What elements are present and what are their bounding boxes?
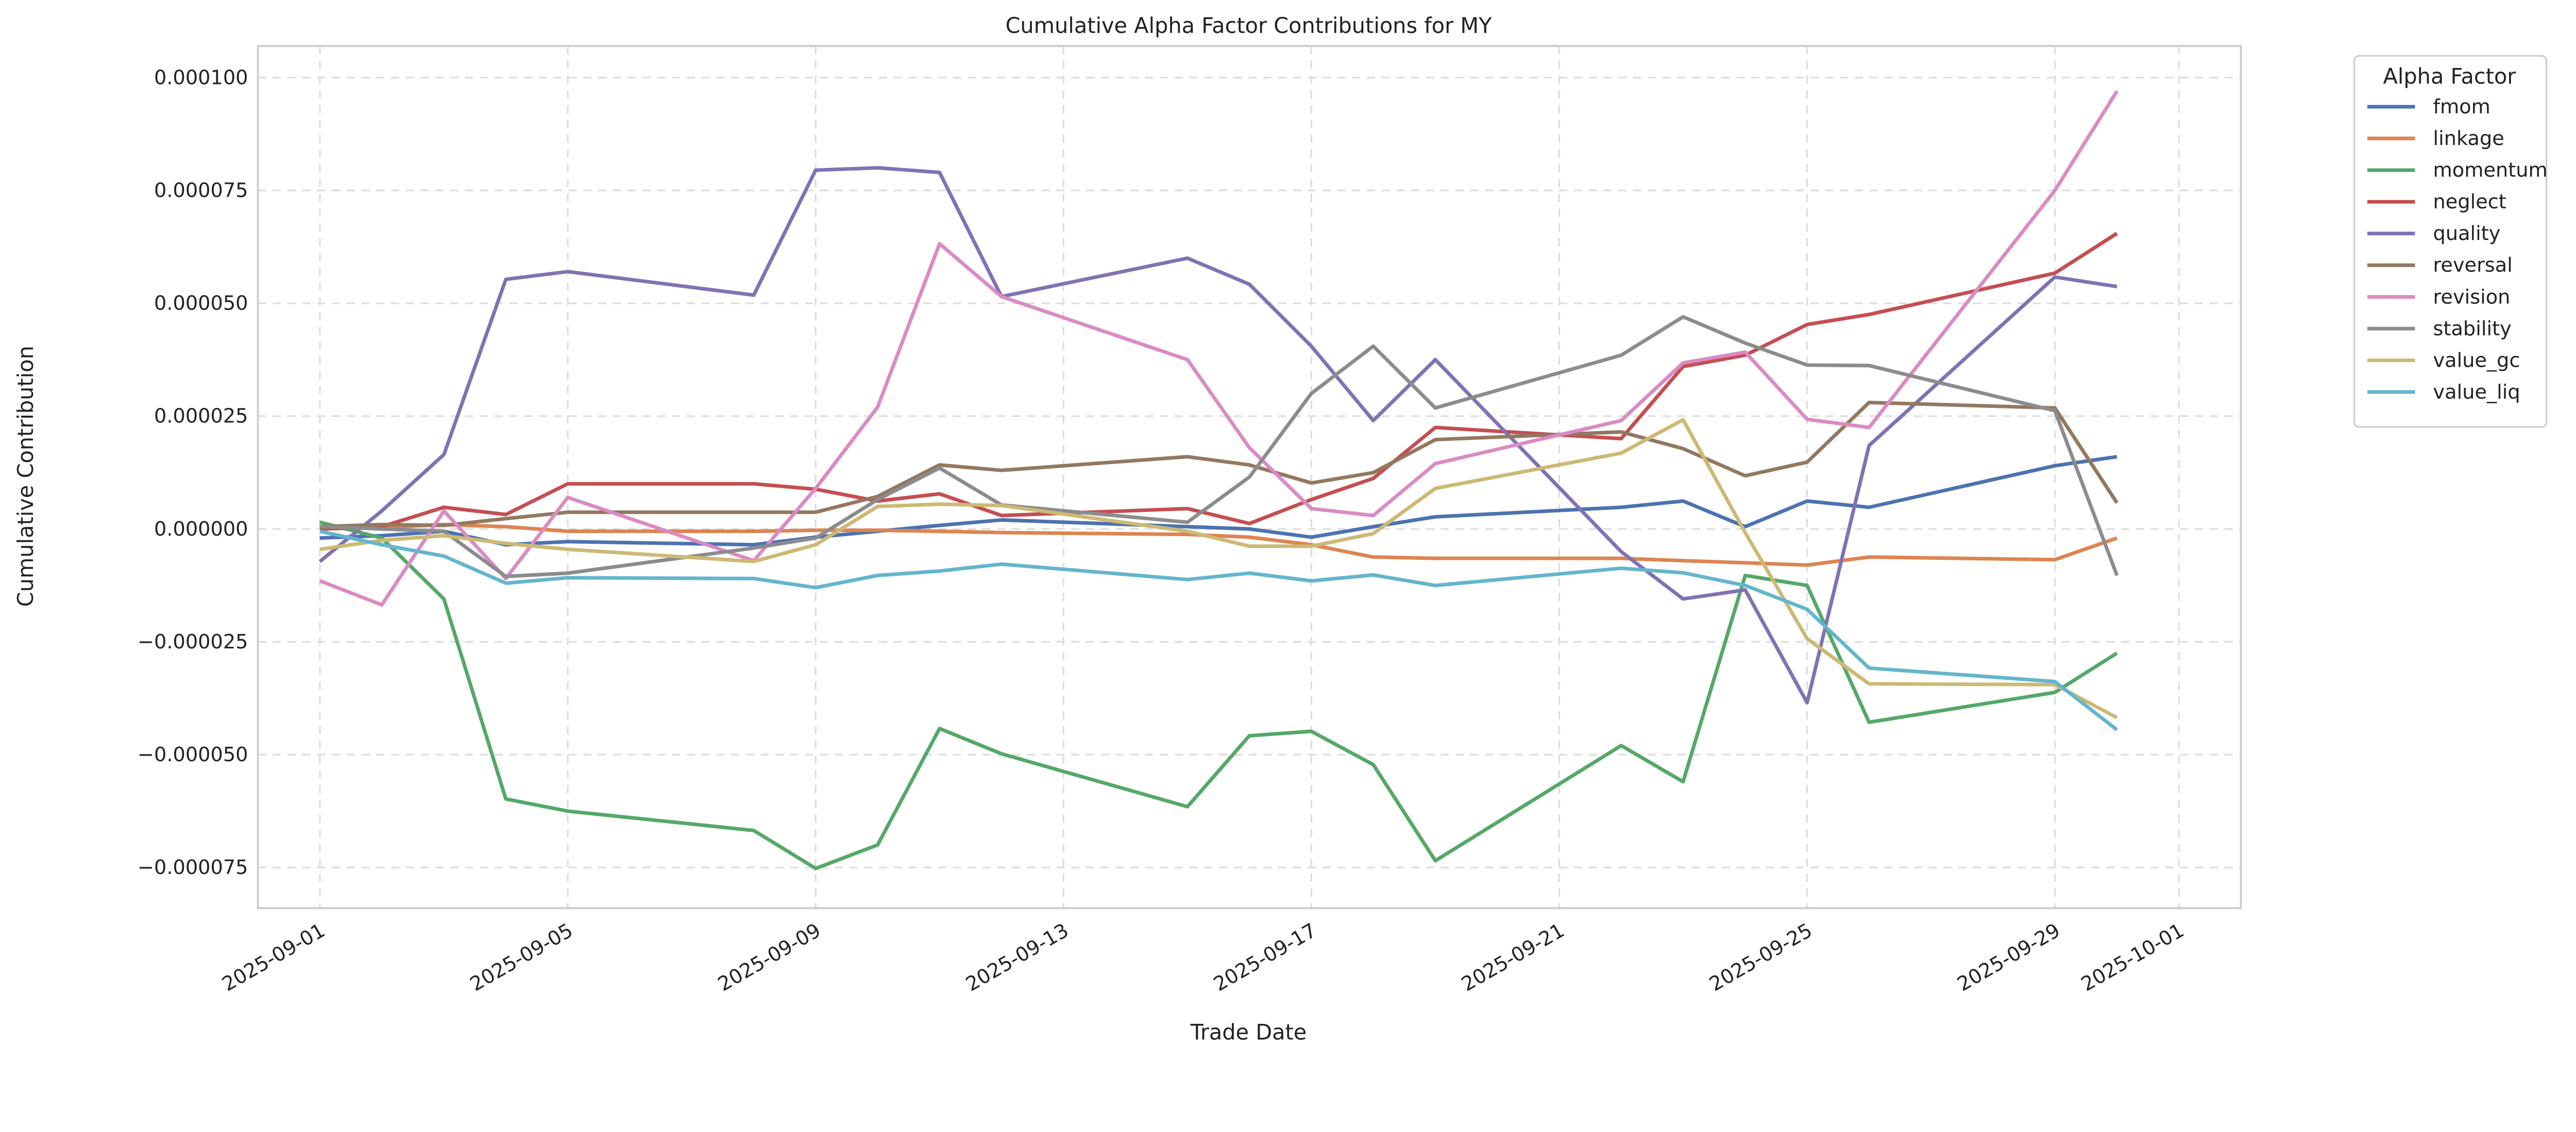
legend: Alpha Factor fmom linkage momentum neglect q… bbox=[2353, 55, 2548, 428]
legend-title: Alpha Factor bbox=[2383, 64, 2517, 89]
series-line-value_gc bbox=[319, 418, 2118, 719]
y-tick-label: 0.000025 bbox=[154, 405, 248, 428]
y-tick-label: −0.000050 bbox=[138, 743, 248, 766]
legend-label-value_liq: value_liq bbox=[2433, 381, 2520, 404]
legend-label-momentum: momentum bbox=[2433, 159, 2548, 182]
legend-box bbox=[2353, 55, 2548, 428]
legend-label-stability: stability bbox=[2433, 317, 2512, 340]
legend-label-fmom: fmom bbox=[2433, 95, 2490, 118]
legend-label-revision: revision bbox=[2433, 285, 2511, 308]
x-axis-label: Trade Date bbox=[1190, 1020, 1307, 1044]
series-line-reversal bbox=[319, 401, 2119, 529]
y-tick-label: 0.000000 bbox=[154, 518, 248, 541]
chart-title: Cumulative Alpha Factor Contributions fo… bbox=[1005, 13, 1492, 38]
y-tick-labels: −0.000075 −0.000050 −0.000025 0.000000 0.000… bbox=[138, 66, 248, 879]
series-line-fmom bbox=[319, 455, 2117, 547]
series-line-momentum bbox=[319, 520, 2118, 870]
series-lines bbox=[318, 90, 2119, 870]
line-chart: 2025-09-01 2025-09-05 2025-09-09 2025-09-13… bbox=[0, 0, 2576, 1058]
series-line-revision bbox=[319, 90, 2119, 607]
y-tick-label: −0.000025 bbox=[138, 630, 248, 654]
chart-background bbox=[0, 0, 2576, 1058]
series-line-stability bbox=[319, 315, 2119, 578]
y-tick-label: −0.000075 bbox=[138, 856, 248, 879]
y-tick-label: 0.000100 bbox=[154, 66, 248, 89]
series-line-quality bbox=[318, 166, 2117, 705]
legend-label-neglect: neglect bbox=[2433, 191, 2506, 214]
series-line-linkage bbox=[319, 522, 2118, 567]
y-tick-label: 0.000075 bbox=[154, 179, 248, 202]
plot-frame bbox=[257, 45, 2242, 910]
legend-label-quality: quality bbox=[2433, 222, 2501, 245]
legend-label-reversal: reversal bbox=[2433, 254, 2513, 277]
y-tick-label: 0.000050 bbox=[154, 292, 248, 315]
y-axis-label: Cumulative Contribution bbox=[13, 346, 38, 607]
legend-label-value_gc: value_gc bbox=[2433, 349, 2520, 372]
legend-label-linkage: linkage bbox=[2433, 127, 2504, 150]
series-line-value_liq bbox=[319, 529, 2119, 731]
series-line-neglect bbox=[319, 232, 2118, 531]
